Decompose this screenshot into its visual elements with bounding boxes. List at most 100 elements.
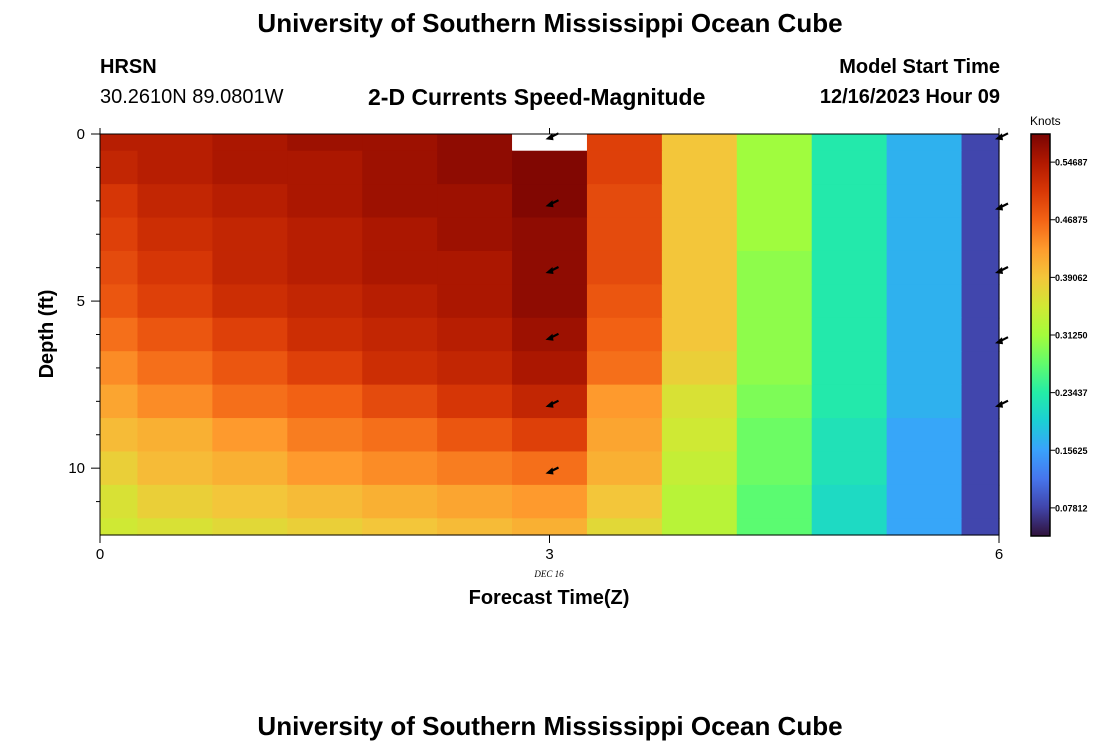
heatmap-cell: [661, 384, 738, 419]
colorbar-tick-label: 0.54687: [1055, 158, 1088, 168]
heatmap-cell: [661, 250, 738, 285]
heatmap-cell: [512, 418, 588, 453]
heatmap-cell: [362, 250, 438, 285]
heatmap-cell: [586, 451, 663, 486]
heatmap-cell: [736, 217, 813, 252]
heatmap-cell: [287, 351, 363, 386]
heatmap-cell: [961, 134, 1000, 152]
heatmap-cell: [661, 150, 738, 185]
heatmap-cell: [212, 150, 288, 185]
heatmap-cell: [512, 317, 588, 352]
heatmap-cell: [437, 217, 513, 252]
x-tick-label: 0: [96, 546, 104, 563]
heatmap-cell: [212, 217, 288, 252]
heatmap-cell: [736, 351, 813, 386]
heatmap-cell: [100, 217, 139, 252]
heatmap-cell: [287, 134, 363, 152]
heatmap-cell: [736, 518, 813, 536]
heatmap-cell: [362, 484, 438, 519]
colorbar-tick-label: 0.46875: [1055, 215, 1088, 225]
heatmap-cell: [287, 518, 363, 536]
heatmap-cell: [736, 134, 813, 152]
heatmap-cell: [362, 284, 438, 319]
heatmap-cell: [661, 484, 738, 519]
heatmap-cell: [961, 484, 1000, 519]
heatmap-cell: [736, 184, 813, 219]
heatmap-cell: [212, 451, 288, 486]
station-name: HRSN: [100, 56, 157, 78]
y-axis-title: Depth (ft): [36, 290, 58, 379]
heatmap-cell: [886, 134, 963, 152]
heatmap-cell: [437, 317, 513, 352]
heatmap-cell: [661, 217, 738, 252]
heatmap-cell: [362, 317, 438, 352]
heatmap-cell: [736, 317, 813, 352]
colorbar-units-label: Knots: [1030, 114, 1061, 128]
heatmap-cell: [661, 284, 738, 319]
plot-title: 2-D Currents Speed-Magnitude: [368, 84, 706, 110]
heatmap-cell: [437, 150, 513, 185]
heatmap-cell: [100, 484, 139, 519]
heatmap-cell: [886, 284, 963, 319]
heatmap-cell: [886, 451, 963, 486]
heatmap-cell: [100, 518, 139, 536]
colorbar: [1030, 133, 1051, 537]
heatmap-cell: [512, 351, 588, 386]
heatmap-cell: [137, 451, 213, 486]
x-axis-date-label: DEC 16: [533, 569, 564, 579]
heatmap-cell: [811, 184, 888, 219]
model-start-value: 12/16/2023 Hour 09: [819, 86, 1000, 108]
heatmap-cell: [811, 134, 888, 152]
heatmap-cell: [586, 484, 663, 519]
heatmap-cell: [661, 184, 738, 219]
heatmap-cell: [137, 150, 213, 185]
colorbar-tick-label: 0.39062: [1055, 273, 1088, 283]
heatmap-cell: [212, 284, 288, 319]
heatmap-cell: [437, 418, 513, 453]
heatmap-cell: [961, 518, 1000, 536]
heatmap-cell: [512, 284, 588, 319]
axes: 0 3 6 0 5 10: [68, 126, 1003, 563]
heatmap-cell: [512, 384, 588, 419]
colorbar-tick-label: 0.15625: [1055, 446, 1088, 456]
heatmap-cell: [736, 484, 813, 519]
heatmap-cell: [961, 284, 1000, 319]
heatmap-cell: [212, 518, 288, 536]
heatmap-cell: [287, 217, 363, 252]
heatmap-cell: [886, 518, 963, 536]
heatmap-cell: [212, 317, 288, 352]
heatmap-cell: [961, 317, 1000, 352]
heatmap-cell: [661, 418, 738, 453]
heatmap-cell: [512, 134, 588, 152]
heatmap-cell: [137, 317, 213, 352]
heatmap-cell: [811, 518, 888, 536]
y-tick-label: 5: [77, 293, 85, 310]
heatmap-cell: [736, 451, 813, 486]
heatmap-cell: [811, 217, 888, 252]
heatmap-cell: [961, 150, 1000, 185]
heatmap-cell: [437, 184, 513, 219]
heatmap-cell: [212, 418, 288, 453]
heatmap-cell: [736, 418, 813, 453]
heatmap-cell: [362, 217, 438, 252]
heatmap-cell: [961, 451, 1000, 486]
heatmap-cell: [362, 451, 438, 486]
heatmap-cell: [137, 484, 213, 519]
heatmap-cell: [586, 250, 663, 285]
heatmap-cell: [137, 351, 213, 386]
heatmap-cell: [137, 250, 213, 285]
colorbar-tick-label: 0.23437: [1055, 388, 1088, 398]
heatmap-cell: [287, 451, 363, 486]
heatmap-cell: [811, 418, 888, 453]
heatmap-cell: [961, 351, 1000, 386]
heatmap-cell: [586, 150, 663, 185]
heatmap-cell: [886, 184, 963, 219]
heatmap-cell: [661, 451, 738, 486]
heatmap-cell: [586, 217, 663, 252]
heatmap-cell: [886, 150, 963, 185]
current-arrow: [545, 399, 559, 408]
heatmap-cell: [100, 150, 139, 185]
heatmap-cell: [586, 518, 663, 536]
heatmap-cell: [287, 250, 363, 285]
